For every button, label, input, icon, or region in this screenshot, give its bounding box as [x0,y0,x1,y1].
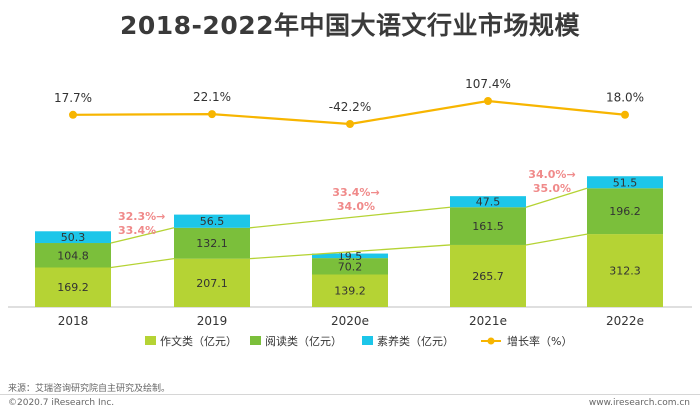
data-label-2022e-series-0: 312.3 [609,265,641,278]
x-tick-2018: 2018 [58,314,89,328]
connector-upper-1 [249,206,451,229]
legend-label-1: 阅读类（亿元） [265,334,342,348]
growth-label-2019: 22.1% [193,90,231,104]
bar-2022e-series-1 [587,188,663,235]
data-label-2021e-series-0: 265.7 [472,270,504,283]
legend-label-0: 作文类（亿元） [160,334,237,348]
data-label-2022e-series-2: 51.5 [613,176,638,189]
bar-2022e-series-0 [587,234,663,307]
source-note: 来源：艾瑞咨询研究院自主研究及绘制。 [8,384,171,394]
data-label-2019-series-0: 207.1 [196,277,228,290]
bar-2018-series-0 [35,267,111,307]
x-tick-2020e: 2020e [331,314,369,328]
website: www.iresearch.com.cn [588,398,690,408]
data-label-2020e-series-0: 139.2 [334,285,366,298]
connector-lower-1 [249,244,451,260]
footer-divider [0,394,700,395]
copyright: ©2020.7 iResearch Inc. [8,398,115,408]
share-annotation-1-a: 33.4%→ [332,186,379,199]
growth-point-2020e [346,120,354,128]
data-label-2019-series-1: 132.1 [196,237,228,250]
share-annotation-0-b: 33.4% [118,224,156,237]
growth-label-2018: 17.7% [54,91,92,105]
data-label-2018-series-2: 50.3 [61,231,86,244]
x-tick-2022e: 2022e [606,314,644,328]
growth-label-2020e: -42.2% [329,100,371,114]
data-label-2022e-series-1: 196.2 [609,205,641,218]
data-label-2020e-series-1: 70.2 [338,260,363,273]
growth-point-2021e [484,97,492,105]
bar-2021e-series-2 [450,196,526,208]
x-tick-2019: 2019 [197,314,228,328]
share-annotation-2-a: 34.0%→ [528,168,575,181]
data-label-2021e-series-1: 161.5 [472,220,504,233]
bar-2020e-series-2 [312,253,388,259]
growth-label-2022e: 18.0% [606,91,644,105]
chart: 169.2 104.8 50.3 2018 207.1 132.1 56.5 2019 139.… [8,77,692,348]
bar-2020e-series-0 [312,274,388,307]
legend-label-growth: 增长率（%） [507,334,572,348]
chart-title: 2018-2022年中国大语文行业市场规模 [119,11,581,40]
bar-2018-series-2 [35,231,111,244]
data-label-2020e-series-2: 19.5 [338,250,363,263]
connector-upper-0 [110,227,175,244]
bar-2021e-series-1 [450,207,526,245]
bar-2022e-series-2 [587,176,663,189]
bar-2019-series-1 [174,227,250,259]
bar-2019-series-0 [174,258,250,307]
data-label-2019-series-2: 56.5 [200,215,225,228]
bar-2019-series-2 [174,214,250,228]
legend-swatch-0 [145,336,156,345]
bar-2018-series-1 [35,243,111,268]
legend-swatch-2 [362,336,373,345]
share-annotation-2-b: 35.0% [533,182,571,195]
growth-point-2018 [69,110,77,119]
share-annotation-0-a: 32.3%→ [118,210,165,223]
connector-lower-0 [110,257,175,269]
data-label-2018-series-1: 104.8 [57,249,89,262]
growth-label-2021e: 107.4% [465,77,511,91]
connector-lower-2 [525,233,588,246]
connector-upper-2 [525,187,588,208]
legend-swatch-1 [250,336,261,345]
bar-2020e-series-1 [312,258,388,275]
share-annotation-1-b: 34.0% [337,200,375,213]
data-label-2021e-series-2: 47.5 [476,196,501,209]
growth-point-2022e [621,110,629,119]
data-label-2018-series-0: 169.2 [57,281,89,294]
legend-line-marker [487,337,495,345]
legend-label-2: 素养类（亿元） [377,334,454,348]
growth-point-2019 [208,110,216,119]
x-tick-2021e: 2021e [469,314,507,328]
bar-2021e-series-0 [450,244,526,307]
